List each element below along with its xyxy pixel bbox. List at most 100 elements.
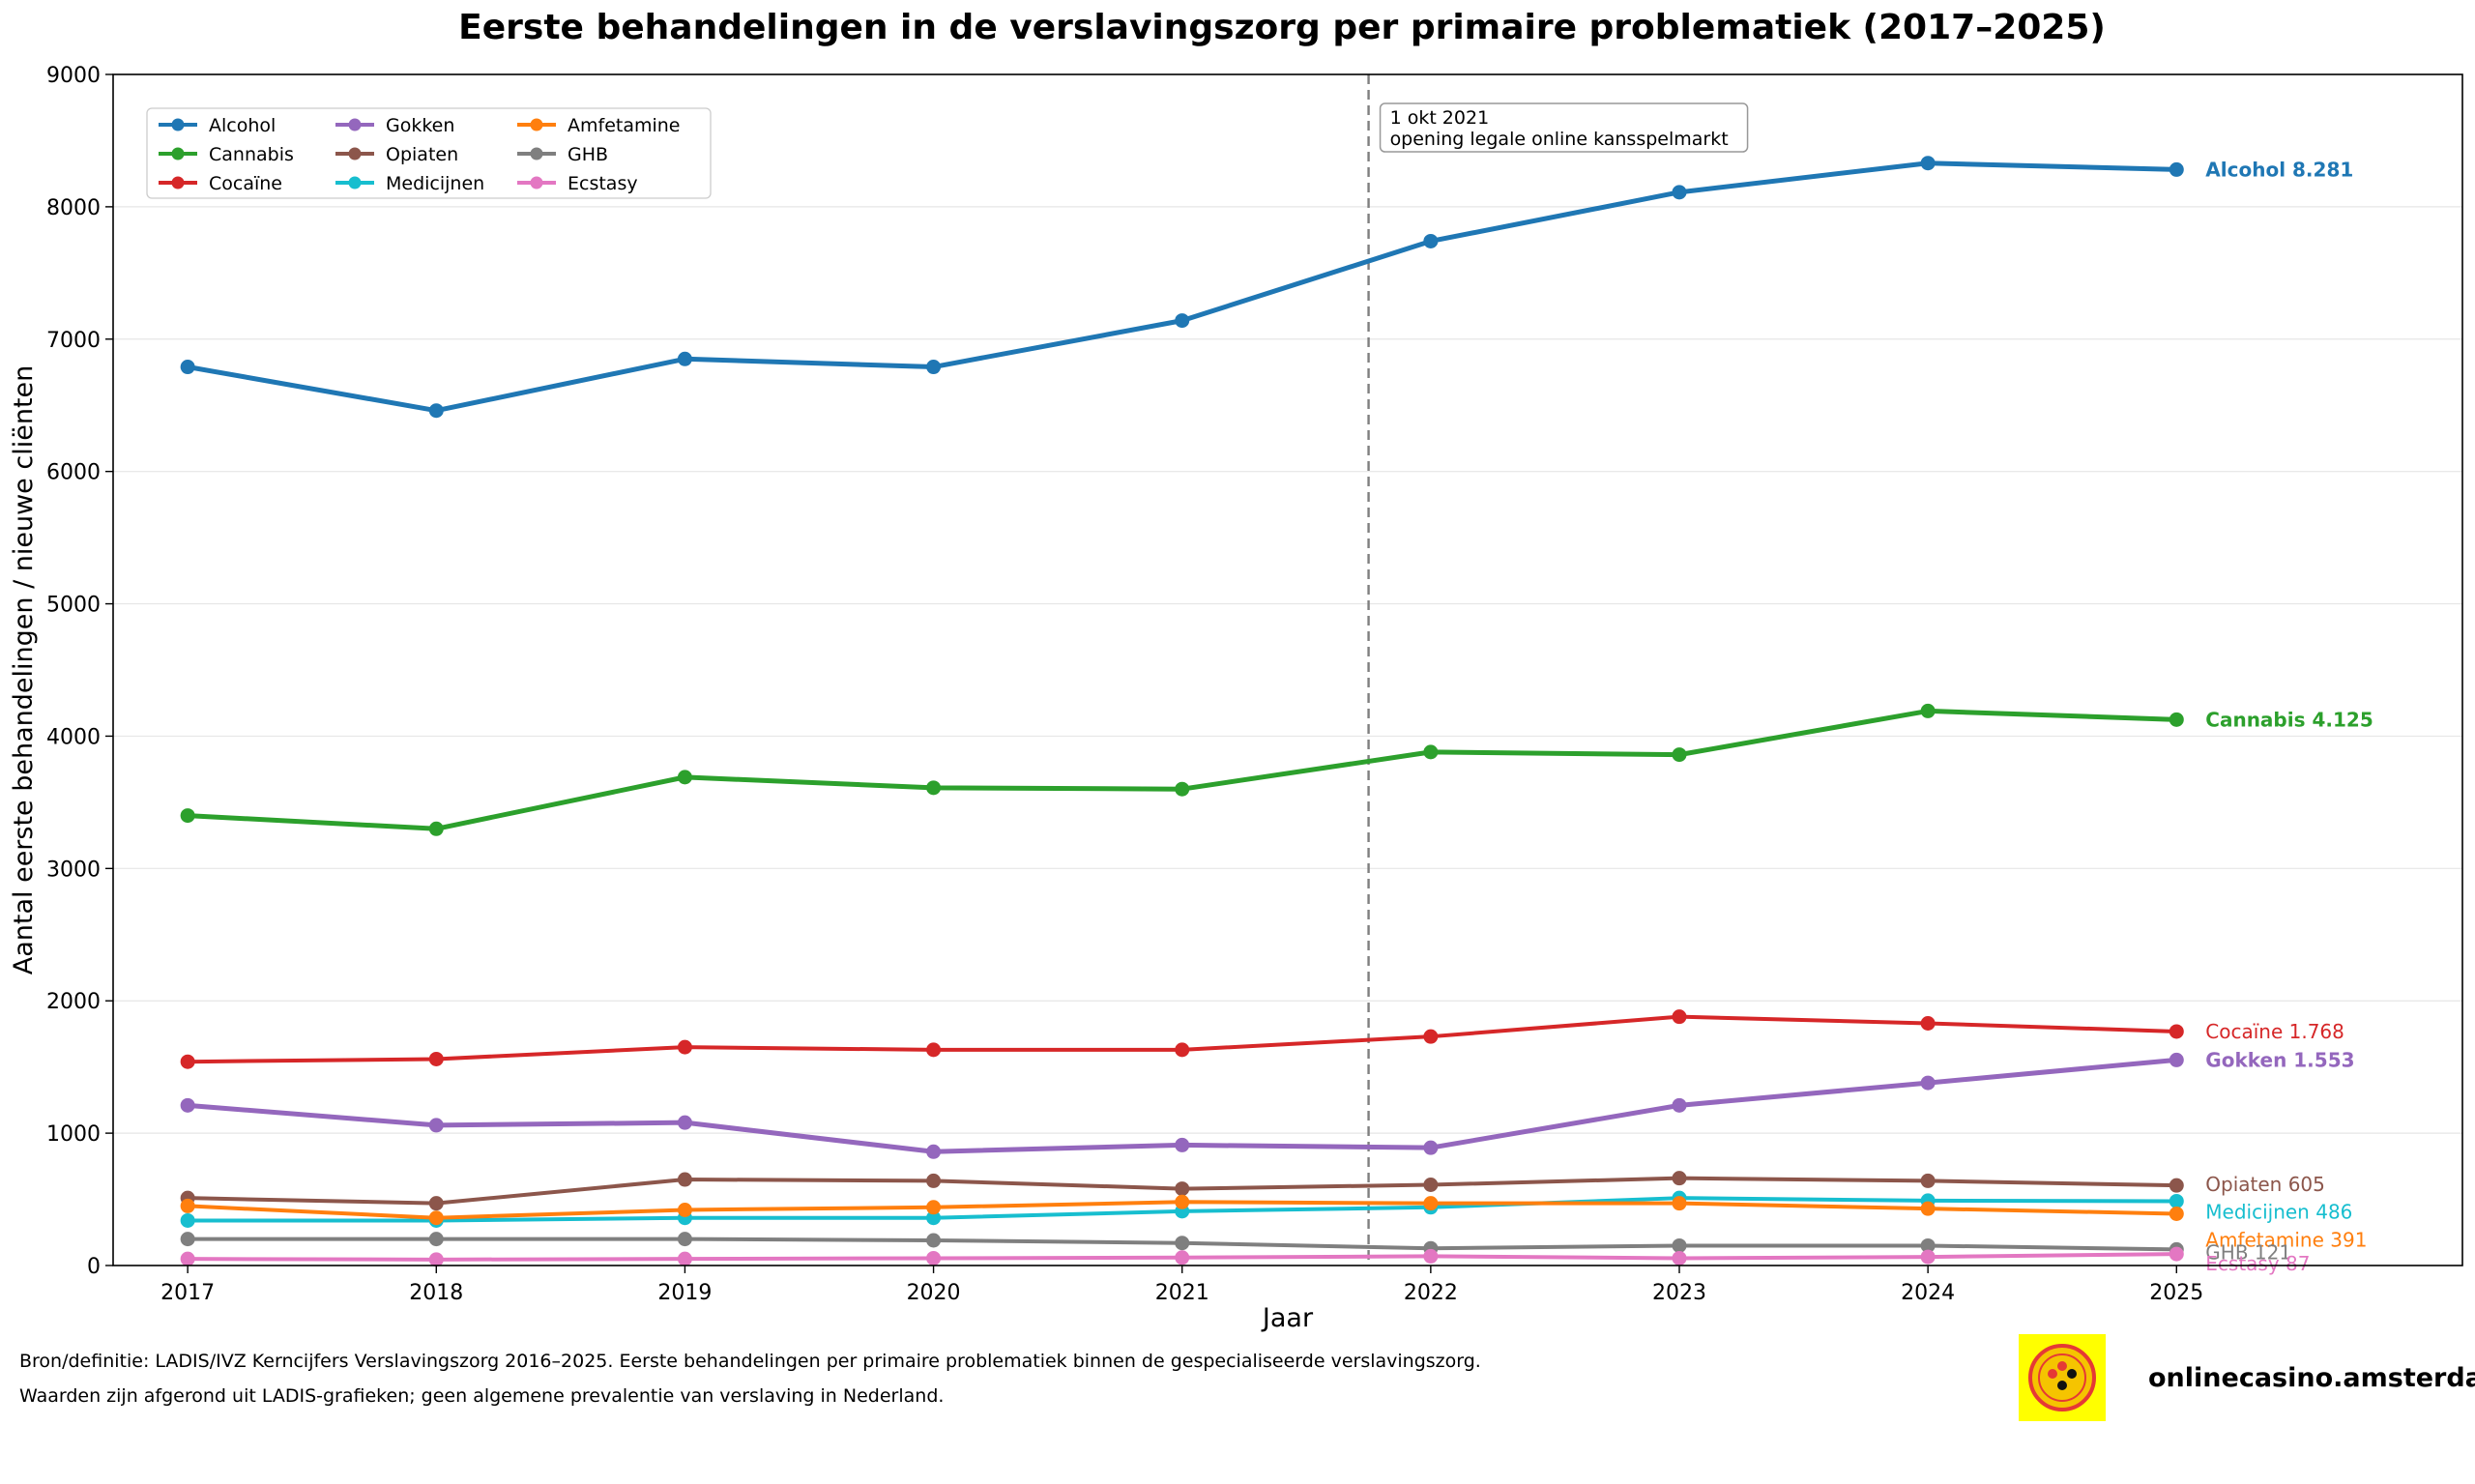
- data-point: [1920, 1249, 1936, 1265]
- data-point: [1920, 1237, 1936, 1253]
- data-point: [1175, 313, 1190, 329]
- y-tick-label: 5000: [46, 594, 101, 618]
- legend: Alcohol Cannabis Cocaïne Gokken Opiaten Medic…: [146, 107, 712, 199]
- legend-marker: [348, 147, 362, 160]
- data-point: [1175, 1042, 1190, 1058]
- data-point: [677, 1115, 692, 1130]
- end-label: Ecstasy 87: [2205, 1252, 2310, 1275]
- data-point: [1175, 781, 1190, 797]
- data-point: [677, 1203, 692, 1218]
- data-point: [180, 1054, 195, 1069]
- data-point: [677, 1039, 692, 1055]
- y-tick-label: 9000: [46, 64, 101, 88]
- x-tick-label: 2018: [409, 1281, 463, 1305]
- legend-frame: [146, 107, 712, 199]
- data-point: [1920, 1015, 1936, 1031]
- data-point: [2169, 1052, 2184, 1067]
- data-point: [1672, 1237, 1687, 1253]
- end-label: Medicijnen 486: [2205, 1200, 2352, 1223]
- data-point: [926, 1200, 942, 1215]
- legend-label: Gokken: [386, 115, 454, 136]
- data-point: [1672, 1196, 1687, 1211]
- data-point: [677, 351, 692, 366]
- series-layer: [180, 156, 2184, 1267]
- data-point: [428, 1051, 444, 1066]
- data-point: [926, 360, 942, 375]
- annotation-text: opening legale online kansspelmarkt: [1390, 129, 1729, 150]
- x-tick-label: 2017: [160, 1281, 215, 1305]
- data-point: [180, 1198, 195, 1213]
- data-point: [1672, 1097, 1687, 1113]
- data-point: [1920, 156, 1936, 171]
- data-point: [1175, 1236, 1190, 1251]
- y-tick-label: 6000: [46, 461, 101, 485]
- data-point: [677, 1232, 692, 1247]
- data-point: [2169, 712, 2184, 727]
- data-point: [677, 770, 692, 785]
- legend-marker: [530, 147, 543, 160]
- data-point: [1423, 1140, 1439, 1155]
- axis-ticks: 0 1000 2000 3000 4000 5000 6000 7000 8000 9000 201…: [46, 64, 2203, 1305]
- footnote-disclaimer: Waarden zijn afgerond uit LADIS-grafieke…: [19, 1385, 945, 1407]
- series-line-alcohol: [185, 160, 2179, 414]
- data-point: [1175, 1250, 1190, 1266]
- y-tick-label: 7000: [46, 329, 101, 353]
- data-point: [1672, 1009, 1687, 1025]
- end-labels: Alcohol 8.281 Cannabis 4.125 Cocaïne 1.768…: [2205, 158, 2373, 1275]
- plot-frame: [112, 73, 2463, 1266]
- x-tick-label: 2023: [1652, 1281, 1706, 1305]
- data-point: [428, 403, 444, 419]
- x-tick-label: 2020: [907, 1281, 961, 1305]
- data-point: [1920, 1173, 1936, 1188]
- data-point: [677, 1172, 692, 1187]
- data-point: [1423, 1177, 1439, 1192]
- legend-label: Ecstasy: [568, 173, 638, 194]
- data-point: [926, 1250, 942, 1266]
- data-point: [428, 1118, 444, 1133]
- y-tick-label: 0: [87, 1255, 101, 1279]
- y-tick-label: 3000: [46, 858, 101, 882]
- data-point: [1423, 1248, 1439, 1264]
- chart-title: Eerste behandelingen in de verslavingszo…: [458, 8, 2106, 47]
- y-tick-label: 8000: [46, 196, 101, 220]
- legend-marker: [348, 118, 362, 131]
- data-point: [180, 1212, 195, 1228]
- data-point: [2169, 1206, 2184, 1221]
- data-point: [1672, 1250, 1687, 1266]
- data-point: [180, 808, 195, 824]
- end-label: Opiaten 605: [2205, 1173, 2325, 1196]
- data-point: [1175, 1137, 1190, 1152]
- legend-marker: [171, 147, 185, 160]
- data-point: [2169, 1246, 2184, 1262]
- y-tick-label: 4000: [46, 725, 101, 749]
- end-label: Amfetamine 391: [2205, 1228, 2367, 1251]
- legend-marker: [530, 176, 543, 189]
- legend-marker: [171, 118, 185, 131]
- legend-label: Opiaten: [386, 144, 458, 165]
- data-point: [1423, 744, 1439, 760]
- x-axis-label: Jaar: [1261, 1303, 1314, 1333]
- data-point: [180, 1097, 195, 1113]
- data-point: [926, 780, 942, 796]
- data-point: [926, 1233, 942, 1248]
- data-point: [1423, 1029, 1439, 1044]
- data-point: [926, 1144, 942, 1159]
- series-line-cannabis: [185, 708, 2179, 831]
- footnote-source: Bron/definitie: LADIS/IVZ Kerncijfers Ve…: [19, 1351, 1481, 1372]
- end-label: Cocaïne 1.768: [2205, 1020, 2344, 1043]
- end-label: Alcohol 8.281: [2205, 158, 2353, 181]
- data-point: [180, 1232, 195, 1247]
- end-label: Cannabis 4.125: [2205, 708, 2373, 731]
- legend-label: GHB: [568, 144, 608, 165]
- data-point: [1920, 703, 1936, 718]
- data-point: [428, 1210, 444, 1226]
- legend-marker: [530, 118, 543, 131]
- legend-marker: [171, 176, 185, 189]
- data-point: [1672, 747, 1687, 763]
- brand-logo: [2019, 1334, 2106, 1421]
- data-point: [1423, 233, 1439, 248]
- data-point: [1423, 1196, 1439, 1211]
- data-point: [428, 1232, 444, 1247]
- data-point: [677, 1251, 692, 1266]
- data-point: [1175, 1181, 1190, 1197]
